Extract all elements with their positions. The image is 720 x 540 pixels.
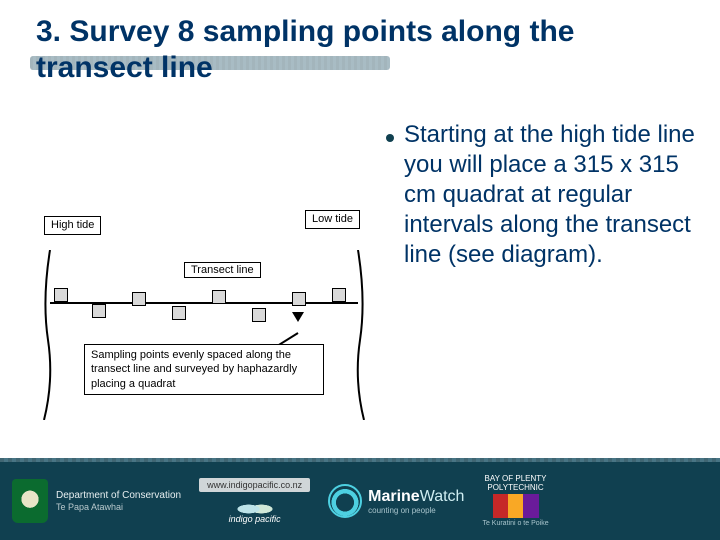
bop-sub: Te Kuratini o te Poike [482,520,548,527]
doc-text: Department of Conservation Te Papa Atawh… [56,490,181,513]
sample-square [172,306,186,320]
footer-bar: Department of Conservation Te Papa Atawh… [0,462,720,540]
text-column: Starting at the high tide line you will … [376,120,696,450]
mw-tagline: counting on people [368,506,464,515]
doc-line1: Department of Conservation [56,490,181,502]
high-tide-label: High tide [44,216,101,235]
bullet-text: Starting at the high tide line you will … [404,120,696,270]
slide: 3. Survey 8 sampling points along the tr… [0,0,720,540]
caption-arrow-head [292,312,304,322]
bullet-item: Starting at the high tide line you will … [386,120,696,270]
sample-square [252,308,266,322]
marinewatch-text: MarineWatch counting on people [368,488,464,515]
sample-square [92,304,106,318]
sample-square [54,288,68,302]
doc-line2: Te Papa Atawhai [56,502,181,513]
content-area: High tide Low tide Transect line [36,120,696,450]
indigo-logo-icon: indigo pacific [223,494,287,524]
low-tide-label: Low tide [305,210,360,229]
transect-diagram: High tide Low tide Transect line [36,216,376,436]
marinewatch-block: MarineWatch counting on people [328,484,464,518]
bop-block: BAY OF PLENTY POLYTECHNIC Te Kuratini o … [482,475,548,528]
sample-square [332,288,346,302]
high-tide-curve [40,250,54,420]
bop-tri-icon [493,494,539,518]
indigo-url: www.indigopacific.co.nz [199,478,310,492]
mw-brand-light: Watch [420,488,465,505]
transect-line-label: Transect line [184,262,261,278]
doc-logo-block: Department of Conservation Te Papa Atawh… [12,479,181,523]
bullet-dot-icon [386,134,394,142]
mw-brand-strong: Marine [368,488,420,505]
bop-red [493,494,508,518]
diagram-caption: Sampling points evenly spaced along the … [84,344,324,395]
bop-purple [523,494,538,518]
slide-title: 3. Survey 8 sampling points along the tr… [36,14,690,86]
bop-line2: POLYTECHNIC [485,484,547,493]
sample-square [292,292,306,306]
sample-square [212,290,226,304]
indigo-block: www.indigopacific.co.nz indigo pacific [199,478,310,524]
bop-yellow [508,494,523,518]
diagram-column: High tide Low tide Transect line [36,120,376,450]
sample-square [132,292,146,306]
marinewatch-globe-icon [328,484,362,518]
bop-text: BAY OF PLENTY POLYTECHNIC [485,475,547,493]
doc-shield-icon [12,479,48,523]
low-tide-curve [354,250,368,420]
